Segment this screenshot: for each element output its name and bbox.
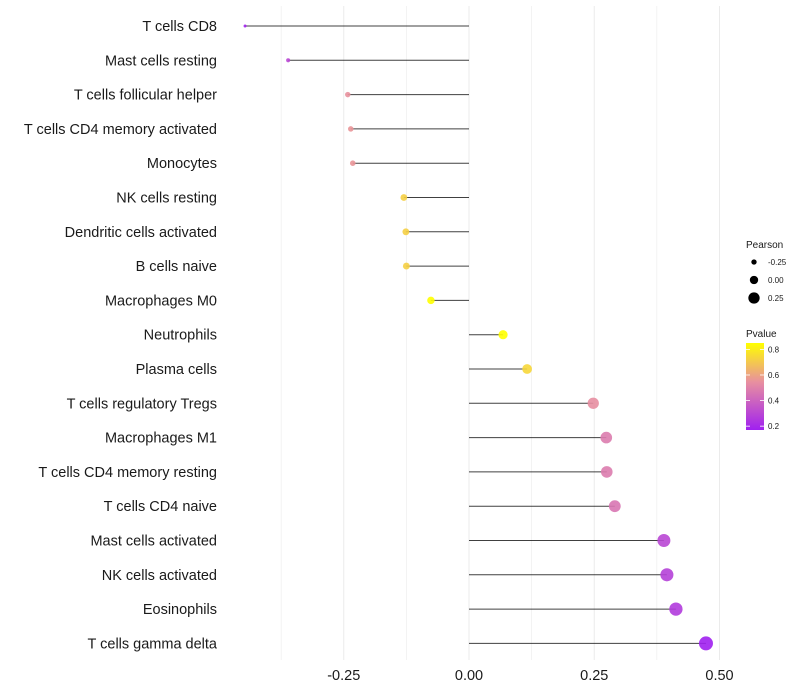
category-label: T cells gamma delta: [88, 636, 218, 652]
category-label: T cells follicular helper: [74, 88, 217, 104]
pearson-legend-label: 0.00: [768, 276, 784, 285]
pvalue-legend-label: 0.4: [768, 397, 780, 406]
lollipop-point: [587, 397, 599, 409]
category-label: Mast cells resting: [105, 53, 217, 69]
lollipop-point: [348, 126, 354, 132]
lollipop-point: [400, 194, 408, 201]
x-tick-label: -0.25: [327, 668, 360, 684]
category-label: Dendritic cells activated: [65, 225, 217, 241]
lollipop-point: [660, 568, 674, 582]
category-label: Monocytes: [147, 156, 217, 172]
lollipop-point: [522, 364, 532, 374]
pvalue-legend-label: 0.8: [768, 345, 780, 354]
lollipop-point: [657, 534, 671, 547]
lollipop-point: [345, 91, 351, 98]
x-axis-tick-labels: -0.25 0.00 0.25 0.50: [327, 668, 733, 684]
lollipop-point: [498, 330, 508, 340]
category-label: T cells CD8: [142, 19, 217, 35]
lollipop-point: [698, 636, 713, 651]
category-label: T cells CD4 memory activated: [24, 122, 217, 138]
lollipop-point: [286, 58, 291, 63]
pvalue-legend-label: 0.6: [768, 371, 780, 380]
pearson-size-legend: Pearson -0.25 0.00 0.25: [746, 240, 787, 304]
pvalue-legend-title: Pvalue: [746, 329, 777, 340]
pearson-legend-key: [748, 292, 760, 304]
category-label: T cells regulatory Tregs: [67, 396, 217, 412]
category-label: Neutrophils: [144, 328, 217, 344]
lollipop-point: [349, 160, 356, 166]
category-label: NK cells resting: [116, 191, 217, 207]
lollipop-point: [402, 262, 410, 270]
pearson-legend-key: [751, 259, 757, 265]
lollipop-point: [402, 228, 410, 236]
category-label: Eosinophils: [143, 602, 217, 618]
category-label: Plasma cells: [136, 362, 217, 378]
lollipop-segments: [245, 25, 706, 644]
pvalue-colorbar: [746, 343, 764, 430]
x-tick-label: 0.25: [580, 668, 608, 684]
category-label: T cells CD4 naive: [104, 499, 217, 515]
pvalue-legend-label: 0.2: [768, 422, 780, 431]
pvalue-color-legend: Pvalue 0.8 0.6 0.4 0.2: [746, 329, 780, 431]
category-label: T cells CD4 memory resting: [38, 465, 217, 481]
category-label: Mast cells activated: [90, 534, 217, 550]
lollipop-point: [243, 24, 247, 28]
lollipop-point: [600, 466, 613, 478]
category-labels: T cells CD8 Mast cells resting T cells fol…: [24, 19, 218, 652]
pearson-legend-title: Pearson: [746, 240, 783, 251]
lollipop-points: [243, 24, 713, 651]
lollipop-point: [427, 296, 435, 305]
x-tick-label: 0.50: [705, 668, 733, 684]
category-label: Macrophages M1: [105, 431, 217, 447]
grid-lines: [280, 6, 720, 660]
x-tick-label: 0.00: [455, 668, 483, 684]
pearson-legend-key: [749, 275, 759, 285]
category-label: NK cells activated: [102, 568, 217, 584]
lollipop-point: [608, 500, 621, 513]
lollipop-point: [600, 431, 613, 444]
pearson-legend-label: 0.25: [768, 294, 784, 303]
pearson-legend-label: -0.25: [768, 258, 787, 267]
category-label: B cells naive: [136, 259, 217, 275]
category-label: Macrophages M0: [105, 293, 217, 309]
lollipop-point: [669, 602, 683, 616]
